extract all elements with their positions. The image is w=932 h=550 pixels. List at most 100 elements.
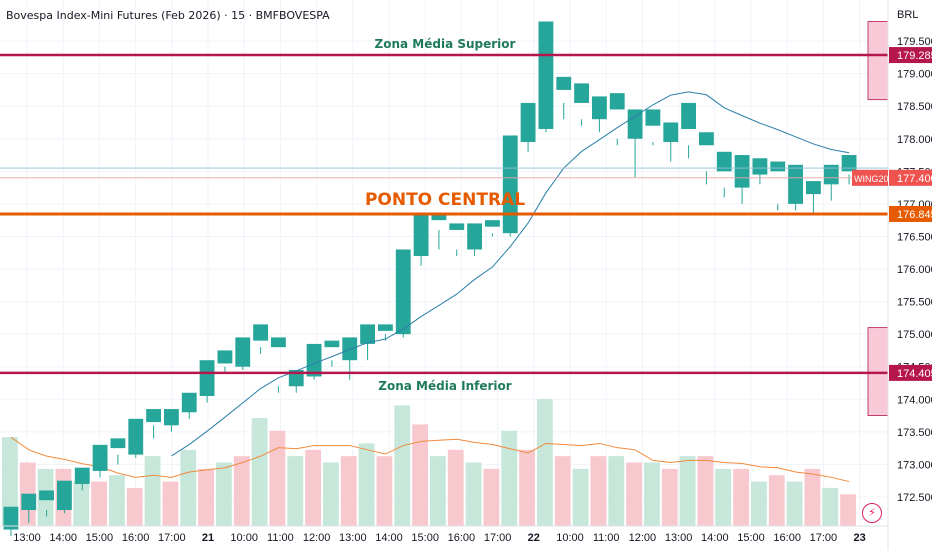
time-tick-label: 14:00 — [701, 532, 729, 544]
volume-bar — [715, 468, 732, 526]
candle-body — [592, 96, 607, 120]
volume-bar — [447, 449, 464, 526]
volume-bar — [251, 418, 268, 526]
volume-bar — [305, 449, 321, 526]
candle-body — [39, 490, 54, 501]
price-tag-bg — [889, 47, 932, 64]
price-tick-label: 178.000 — [897, 134, 932, 146]
candle-body — [734, 155, 750, 188]
price-tick-label: 176.500 — [897, 231, 932, 243]
symbol-tag-label: WING2026 — [854, 174, 899, 184]
volume-bar — [465, 462, 482, 526]
price-tag-label: 176.845 — [897, 209, 932, 221]
candle-body — [342, 337, 358, 361]
time-tick-label: 15:00 — [737, 532, 765, 544]
candle-body — [306, 343, 322, 377]
chart-title: Bovespa Index-Mini Futures (Feb 2026) · … — [6, 9, 330, 22]
volume-bar — [537, 399, 553, 526]
candle-body — [788, 164, 803, 204]
time-tick-label: 10:00 — [230, 532, 258, 544]
last-price-tag-bg — [889, 169, 932, 186]
flash-icon[interactable]: ⚡ — [862, 503, 882, 523]
volume-bar — [483, 468, 500, 526]
volume-bar — [822, 487, 839, 526]
volume-bar — [358, 443, 375, 526]
time-tick-label: 13:00 — [665, 532, 693, 544]
price-tag-label: 174.405 — [897, 368, 932, 380]
candle-body — [21, 493, 37, 510]
volume-bar — [661, 468, 678, 526]
time-tick-label: 13:00 — [13, 532, 41, 544]
candle-body — [485, 220, 500, 227]
volume-bar — [144, 456, 161, 526]
candle-body — [217, 350, 233, 364]
volume-bar — [233, 456, 250, 526]
volume-bar — [376, 456, 393, 526]
candle-body — [645, 109, 661, 126]
candle-body — [235, 337, 251, 367]
candle-body — [538, 21, 554, 129]
price-tick-label: 172.500 — [897, 492, 932, 504]
time-tick-label: 22 — [528, 532, 540, 544]
time-tick-label: 10:00 — [556, 532, 584, 544]
time-tick-label: 17:00 — [810, 532, 838, 544]
time-tick-label: 21 — [202, 532, 214, 544]
price-tick-label: 174.000 — [897, 394, 932, 406]
time-tick-label: 17:00 — [158, 532, 186, 544]
volume-bar — [554, 456, 571, 526]
candle-body — [164, 409, 179, 426]
price-tick-label: 173.000 — [897, 459, 932, 471]
candle-body — [253, 324, 268, 341]
time-tick-label: 23 — [853, 532, 865, 544]
price-tick-label: 179.000 — [897, 69, 932, 81]
price-ma-line — [171, 91, 850, 457]
candle-body — [128, 418, 144, 455]
price-tick-label: 179.500 — [897, 36, 932, 48]
last-price-tag-label: 177.400 — [897, 173, 932, 185]
price-tag-bg — [889, 205, 932, 222]
candle-body — [324, 340, 340, 348]
volume-bar — [340, 456, 357, 526]
candle-body — [716, 151, 732, 172]
symbol-tag-bg — [852, 169, 888, 186]
volume-bar — [644, 462, 660, 526]
candle-body — [681, 102, 696, 129]
volume-bar — [91, 481, 107, 526]
candle-body — [467, 223, 482, 250]
volume-bar — [679, 456, 696, 526]
candle-body — [574, 83, 589, 103]
time-tick-label: 12:00 — [629, 532, 657, 544]
time-tick-label: 12:00 — [303, 532, 331, 544]
candle-body — [609, 93, 625, 110]
candle-body — [360, 324, 375, 344]
time-tick-label: 11:00 — [267, 532, 294, 544]
price-tick-label: 175.000 — [897, 329, 932, 341]
price-tick-label: 173.500 — [897, 427, 932, 439]
candle-body — [806, 181, 821, 195]
candle-body — [146, 409, 161, 423]
candle-body — [271, 337, 286, 348]
time-tick-label: 14:00 — [49, 532, 77, 544]
volume-ma-line — [10, 436, 850, 483]
volume-bar — [287, 456, 304, 526]
volume-bar — [394, 405, 411, 526]
candle-body — [699, 132, 714, 146]
volume-bar — [216, 462, 232, 526]
candle-body — [181, 392, 197, 413]
time-tick-label: 15:00 — [411, 532, 439, 544]
time-tick-label: 13:00 — [339, 532, 367, 544]
candle-body — [431, 213, 447, 221]
volume-bar — [198, 468, 214, 526]
volume-bar — [768, 475, 785, 526]
candle-body — [395, 249, 411, 335]
level-label: Zona Média Superior — [375, 37, 516, 51]
volume-bar — [590, 456, 607, 526]
price-tag-label: 179.285 — [897, 50, 932, 62]
candle-body — [502, 135, 518, 234]
candle-body — [3, 506, 19, 530]
candle-body — [74, 467, 90, 484]
volume-bar — [626, 462, 642, 526]
candle-body — [770, 161, 786, 172]
volume-bar — [804, 468, 821, 526]
